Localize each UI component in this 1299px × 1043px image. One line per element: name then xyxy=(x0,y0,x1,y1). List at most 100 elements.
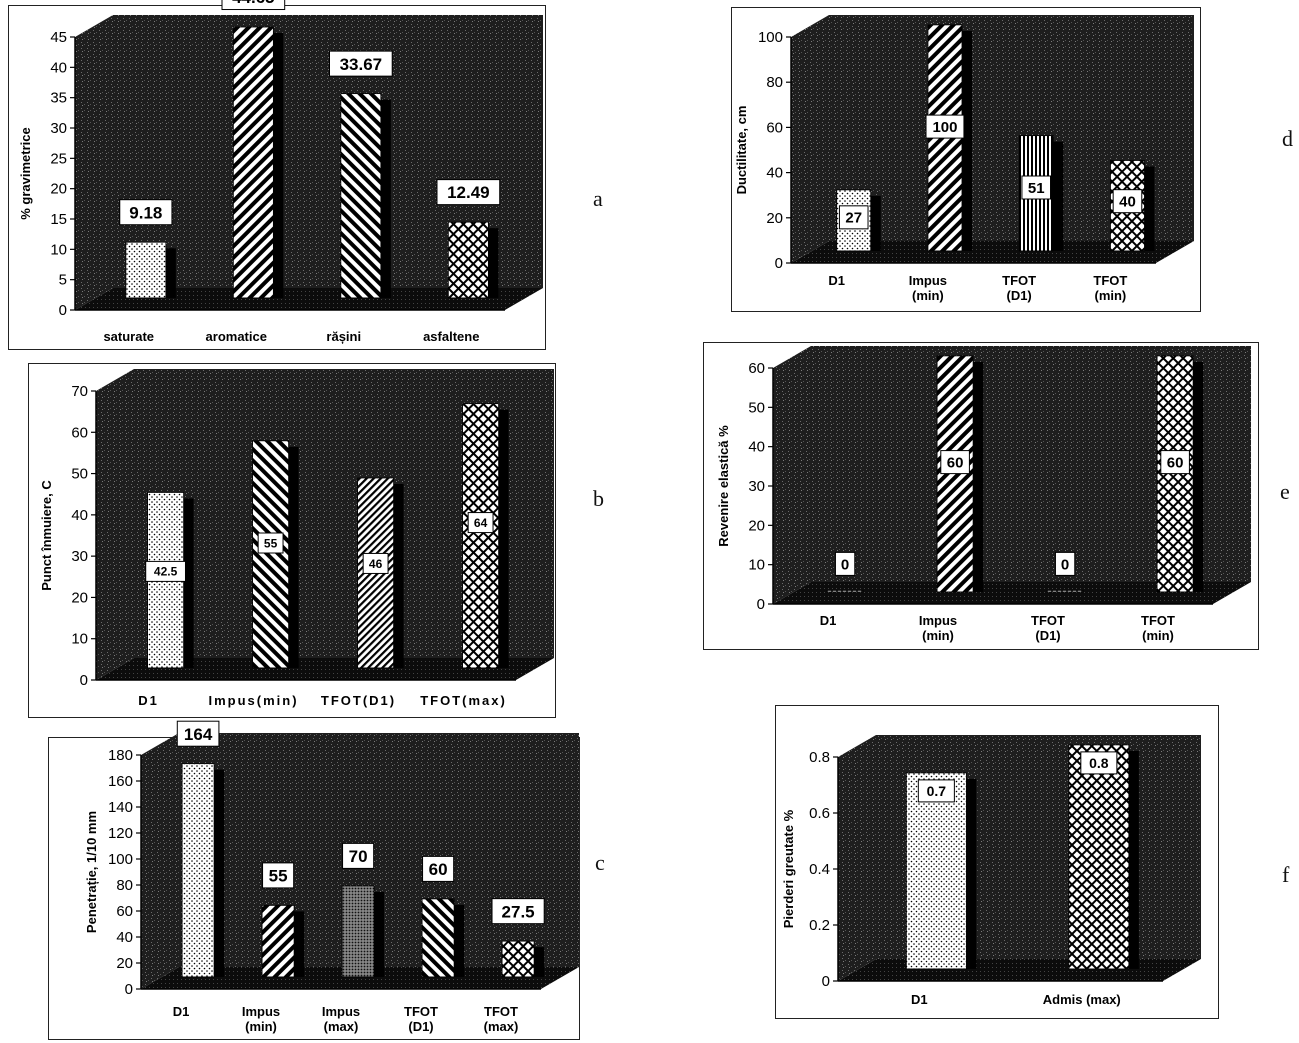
data-label-box xyxy=(834,551,856,576)
y-axis-label: Penetrație, 1/10 mm xyxy=(84,811,99,933)
bar-f-1 xyxy=(1068,744,1130,970)
data-label-box xyxy=(221,0,286,11)
category-label: TFOT xyxy=(1141,613,1175,628)
data-label-box xyxy=(917,779,955,803)
category-label: asfaltene xyxy=(423,329,479,344)
category-label: Impus xyxy=(242,1004,280,1019)
bar-shadow xyxy=(534,947,545,977)
y-tick-label: 0 xyxy=(822,973,830,990)
data-label: 164 xyxy=(184,725,213,744)
data-label: 12.49 xyxy=(447,183,490,202)
chart-c: 0 20 40 60 80 100 120 140 160 180 Penetrație, 1/10… xyxy=(48,720,580,1040)
category-label: (min) xyxy=(245,1019,277,1034)
chart-a-svg: 0 5 10 15 20 25 30 35 40 45 % gravimetrice 9.18 satu… xyxy=(18,0,543,344)
data-label-box xyxy=(342,842,375,869)
floor xyxy=(75,288,543,310)
floor xyxy=(791,241,1194,263)
y-tick-label: 40 xyxy=(50,59,67,76)
back-wall xyxy=(134,369,554,658)
y-tick-label: 80 xyxy=(766,74,783,91)
category-label: (min) xyxy=(1094,288,1126,303)
y-tick-label: 40 xyxy=(71,507,88,524)
bar-shadow xyxy=(454,904,465,977)
category-label: D1 xyxy=(820,613,837,628)
bar-shadow xyxy=(374,891,385,977)
bar-shadow xyxy=(1193,361,1204,592)
bar-shadow xyxy=(870,195,881,251)
category-label: Impus xyxy=(322,1004,360,1019)
side-wall xyxy=(96,369,134,680)
y-tick-label: 20 xyxy=(116,955,133,972)
bar-shadow xyxy=(488,228,499,298)
y-tick-label: 20 xyxy=(766,210,783,227)
y-tick-label: 0 xyxy=(775,255,783,272)
data-label-box xyxy=(940,450,970,475)
category-label: (min) xyxy=(922,628,954,643)
side-wall xyxy=(791,15,829,263)
panel-letter-c: c xyxy=(595,850,605,875)
data-label: 60 xyxy=(947,455,964,472)
chart-d: 0 20 40 60 80 100 Ductilitate, cm 27 D1 100 Impus(… xyxy=(731,7,1201,312)
category-label: (D1) xyxy=(1035,628,1060,643)
data-label-box xyxy=(329,50,393,77)
category-label: D1 xyxy=(138,693,159,708)
y-tick-label: 10 xyxy=(748,557,765,574)
category-label: TFOT xyxy=(1031,613,1065,628)
frame-b xyxy=(28,363,556,718)
data-label-box xyxy=(257,532,284,554)
category-label: TFOT xyxy=(1093,273,1127,288)
bar-e-0 xyxy=(826,589,864,593)
bar-shadow xyxy=(214,769,225,977)
y-tick-label: 20 xyxy=(748,517,765,534)
floor xyxy=(96,658,554,680)
category-label: aromatice xyxy=(206,329,267,344)
y-tick-label: 30 xyxy=(50,120,67,137)
y-tick-label: 30 xyxy=(748,478,765,495)
bar-c-2 xyxy=(341,885,375,978)
bar-shadow xyxy=(966,778,977,969)
side-wall xyxy=(838,735,876,981)
y-tick-label: 10 xyxy=(50,241,67,258)
data-label-box xyxy=(436,179,501,206)
data-label: 0 xyxy=(1061,556,1069,573)
data-label: 42.5 xyxy=(154,565,178,579)
category-label: (D1) xyxy=(1006,288,1031,303)
category-label: (max) xyxy=(484,1019,519,1034)
side-wall xyxy=(773,346,811,604)
y-tick-label: 0.2 xyxy=(809,917,830,934)
data-label: 60 xyxy=(1167,455,1184,472)
data-label: 55 xyxy=(264,536,278,550)
bar-c-4 xyxy=(501,940,535,978)
data-label-box xyxy=(1054,551,1076,576)
category-label: (min) xyxy=(912,288,944,303)
chart-f-svg: 0 0.2 0.4 0.6 0.8 Pierderi greutate % 0.7 D1 0.8… xyxy=(781,735,1201,1007)
y-tick-label: 60 xyxy=(748,360,765,377)
frame-e xyxy=(703,342,1259,650)
panel-letter-d: d xyxy=(1282,126,1293,151)
y-axis-label: % gravimetrice xyxy=(18,127,33,220)
chart-f: 0 0.2 0.4 0.6 0.8 Pierderi greutate % 0.7 D1 0.8… xyxy=(775,705,1219,1019)
frame-f xyxy=(775,705,1219,1019)
bar-b-3 xyxy=(462,403,500,669)
panel-letter-f: f xyxy=(1282,862,1290,887)
category-label: TFOT xyxy=(1002,273,1036,288)
y-tick-label: 60 xyxy=(766,119,783,136)
category-label: TFOT xyxy=(484,1004,518,1019)
y-axis-label: Ductilitate, cm xyxy=(734,106,749,195)
category-label: TFOT xyxy=(404,1004,438,1019)
y-tick-label: 100 xyxy=(108,851,133,868)
bar-c-3 xyxy=(421,898,455,978)
data-label-box xyxy=(467,512,494,534)
data-label: 9.18 xyxy=(129,203,162,222)
back-wall xyxy=(811,346,1251,582)
category-label: D1 xyxy=(173,1004,190,1019)
data-label: 27 xyxy=(845,210,862,227)
data-label-box xyxy=(1080,751,1118,775)
chart-e-svg: 0 10 20 30 40 50 60 Revenire elastică % 0 D1 60 Imp… xyxy=(716,346,1251,643)
bar-shadow xyxy=(973,361,984,592)
category-label: D1 xyxy=(828,273,845,288)
data-label-box xyxy=(262,862,295,889)
bar-a-0 xyxy=(125,241,167,299)
data-label-box xyxy=(1021,175,1052,200)
